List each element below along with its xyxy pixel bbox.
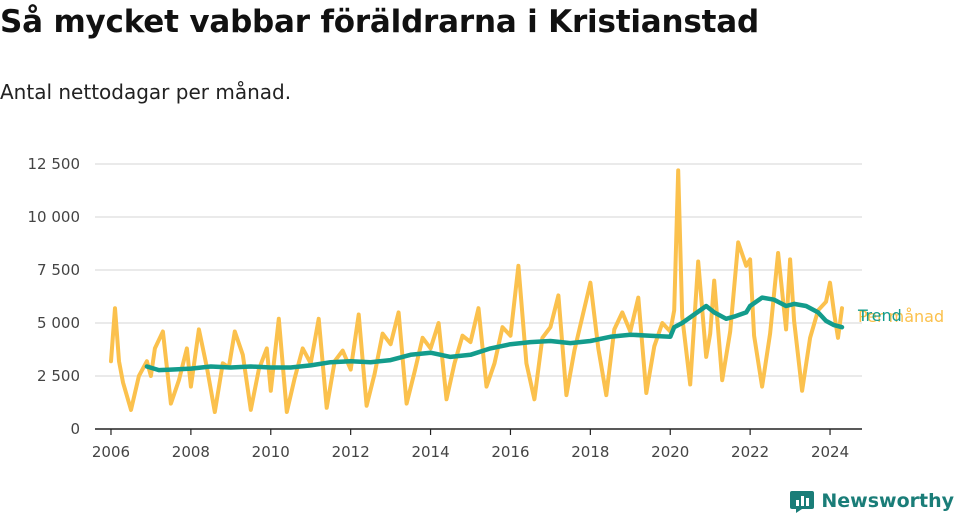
series-line-trend (144, 295, 845, 373)
newsworthy-logo-icon (790, 491, 815, 513)
x-tick-label: 2010 (252, 443, 290, 461)
x-axis-ticks: 2006 2008 2010 2012 2014 2016 2018 2020 2022 2024 (92, 429, 849, 461)
x-tick-label: 2016 (491, 443, 529, 461)
series-label-per-month: Per månad (858, 307, 944, 326)
brand-name: Newsworthy (821, 490, 954, 512)
chart-title: Så mycket vabbar föräldrarna i Kristians… (0, 4, 759, 40)
x-tick-label: 2018 (571, 443, 609, 461)
x-tick-label: 2024 (811, 443, 849, 461)
y-tick-label: 5 000 (37, 314, 80, 332)
x-tick-label: 2014 (411, 443, 449, 461)
brand-block[interactable]: Newsworthy (789, 488, 954, 514)
chart-subtitle: Antal nettodagar per månad. (0, 80, 292, 104)
series-label-trend: Trend (857, 306, 902, 325)
series-lines (109, 168, 845, 414)
y-tick-label: 2 500 (37, 367, 80, 385)
x-tick-label: 2008 (172, 443, 210, 461)
y-tick-label: 7 500 (37, 261, 80, 279)
y-tick-label: 12 500 (28, 155, 81, 173)
gridlines (95, 163, 862, 377)
x-tick-label: 2006 (92, 443, 130, 461)
x-tick-label: 2012 (332, 443, 370, 461)
x-tick-label: 2022 (731, 443, 769, 461)
y-axis-ticks: 0 2 500 5 000 7 500 10 000 12 500 (28, 155, 81, 438)
y-tick-label: 10 000 (28, 208, 81, 226)
x-tick-label: 2020 (651, 443, 689, 461)
series-line-per-month (109, 168, 844, 414)
y-tick-label: 0 (70, 420, 80, 438)
